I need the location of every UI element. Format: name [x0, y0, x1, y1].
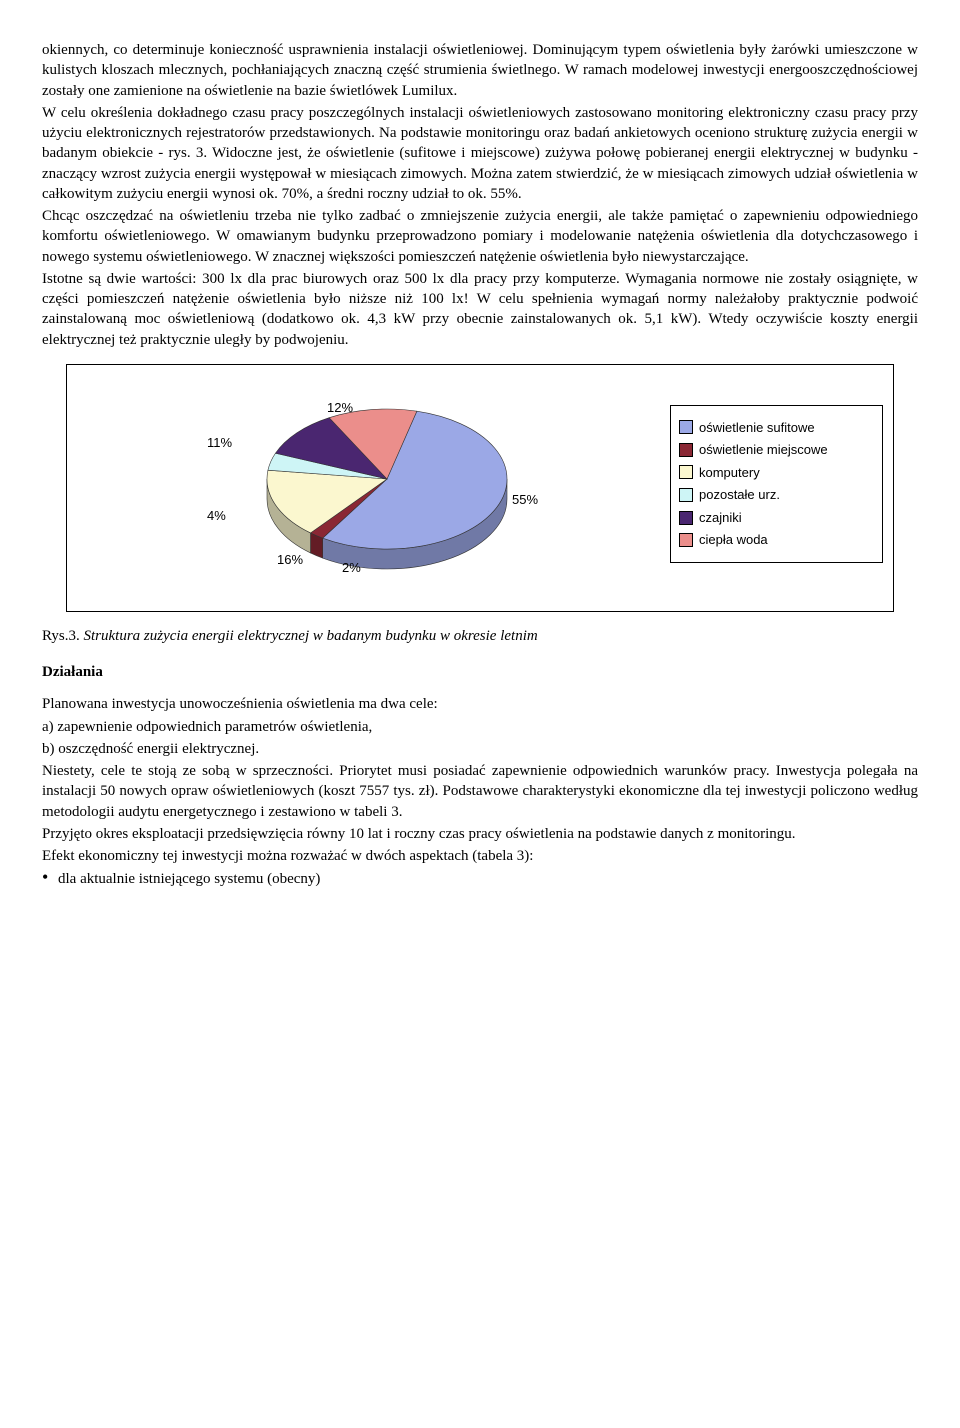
legend-label: ciepła woda [699, 531, 768, 549]
bullet-text: dla aktualnie istniejącego systemu (obec… [58, 871, 320, 887]
legend-label: pozostałe urz. [699, 486, 780, 504]
pie-slice-pct-label: 2% [342, 559, 361, 577]
body-paragraph: Istotne są dwie wartości: 300 lx dla pra… [42, 269, 918, 350]
body-paragraph: Planowana inwestycja unowocześnienia ośw… [42, 694, 918, 714]
legend-label: oświetlenie sufitowe [699, 419, 815, 437]
body-paragraph: Efekt ekonomiczny tej inwestycji można r… [42, 846, 918, 866]
legend-swatch [679, 420, 693, 434]
legend-swatch [679, 511, 693, 525]
body-paragraph: okiennych, co determinuje konieczność us… [42, 40, 918, 101]
body-paragraph: W celu określenia dokładnego czasu pracy… [42, 103, 918, 204]
legend-label: czajniki [699, 509, 742, 527]
legend-swatch [679, 465, 693, 479]
pie-chart: 55% 2% 16% 4% 11% 12% [77, 379, 670, 589]
legend-item: czajniki [679, 509, 874, 527]
pie-slice-pct-label: 55% [512, 491, 538, 509]
legend-item: oświetlenie sufitowe [679, 419, 874, 437]
list-item: b) oszczędność energii elektrycznej. [42, 739, 918, 759]
legend-item: pozostałe urz. [679, 486, 874, 504]
legend-label: komputery [699, 464, 760, 482]
legend-swatch [679, 533, 693, 547]
legend-item: oświetlenie miejscowe [679, 441, 874, 459]
pie-slice-pct-label: 12% [327, 399, 353, 417]
figure-caption: Rys.3. Struktura zużycia energii elektry… [42, 626, 918, 646]
section-heading: Działania [42, 662, 918, 682]
body-paragraph: Przyjęto okres eksploatacji przedsięwzię… [42, 824, 918, 844]
bullet-item: •dla aktualnie istniejącego systemu (obe… [42, 868, 918, 889]
pie-chart-container: 55%2%16%4%11%12% oświetlenie sufitoweośw… [66, 364, 894, 612]
legend: oświetlenie sufitowe oświetlenie miejscow… [670, 405, 883, 563]
list-item: a) zapewnienie odpowiednich parametrów o… [42, 717, 918, 737]
pie-slice-pct-label: 4% [207, 507, 226, 525]
caption-label: Rys.3. [42, 628, 80, 644]
caption-text: Struktura zużycia energii elektrycznej w… [80, 628, 538, 644]
legend-swatch [679, 488, 693, 502]
legend-label: oświetlenie miejscowe [699, 441, 828, 459]
body-paragraph: Chcąc oszczędzać na oświetleniu trzeba n… [42, 206, 918, 267]
legend-item: ciepła woda [679, 531, 874, 549]
body-paragraph: Niestety, cele te stoją ze sobą w sprzec… [42, 761, 918, 822]
legend-item: komputery [679, 464, 874, 482]
legend-swatch [679, 443, 693, 457]
pie-slice-pct-label: 16% [277, 551, 303, 569]
bullet-icon: • [42, 868, 58, 886]
pie-slice-pct-label: 11% [207, 434, 232, 452]
